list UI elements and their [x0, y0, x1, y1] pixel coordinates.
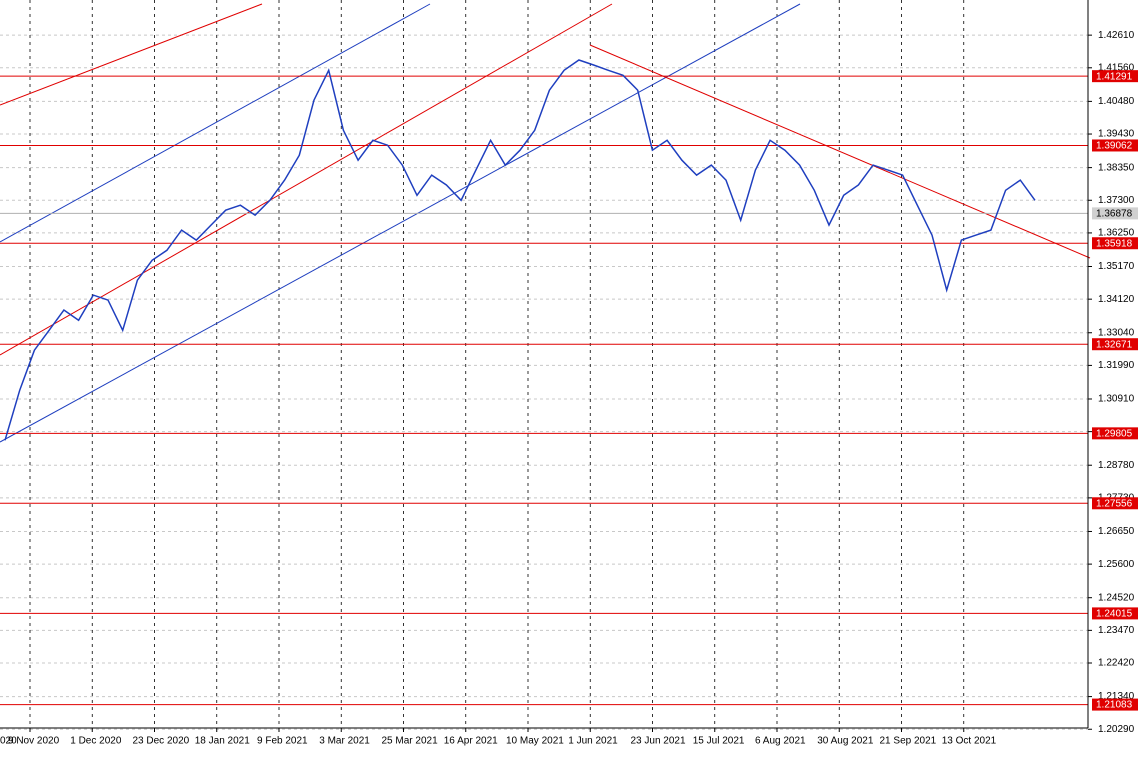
channel-line	[0, 3, 431, 243]
level-box	[1092, 698, 1138, 711]
x-tick-label: 1 Jun 2021	[568, 736, 618, 747]
y-tick-label: 1.30910	[1098, 394, 1135, 405]
axis-labels: 1.42610 1.41560 1.40480 1.39430 1.38350 1.373…	[0, 30, 1138, 747]
y-tick-label: 1.33040	[1098, 327, 1135, 338]
y-tick-label: 1.22420	[1098, 658, 1135, 669]
channel-lines	[0, 3, 1091, 443]
x-tick-label: 1 Dec 2020	[70, 736, 122, 747]
level-box	[1092, 338, 1138, 351]
x-tick-label: 6 Aug 2021	[755, 736, 806, 747]
series	[4, 59, 1036, 441]
level-box	[1092, 237, 1138, 250]
y-tick-label: 1.23470	[1098, 625, 1135, 636]
channel-line	[0, 3, 263, 106]
x-tick-label: 25 Mar 2021	[382, 736, 439, 747]
x-tick-label: 21 Sep 2021	[880, 736, 937, 747]
level-label: 1.35918	[1096, 238, 1133, 249]
level-label: 1.29805	[1096, 428, 1133, 439]
y-tick-label: 1.25600	[1098, 559, 1135, 570]
current-price-box	[1092, 207, 1138, 220]
channel-line	[0, 3, 801, 443]
y-tick-label: 1.40480	[1098, 96, 1135, 107]
y-tick-label: 1.34120	[1098, 294, 1135, 305]
x-tick-label: 15 Jul 2021	[693, 736, 745, 747]
y-tick-label: 1.24520	[1098, 592, 1135, 603]
x-tick-label: 9 Nov 2020	[8, 736, 60, 747]
x-tick-label: 9 Feb 2021	[257, 736, 308, 747]
level-box	[1092, 427, 1138, 440]
x-tick-label: 16 Apr 2021	[444, 736, 498, 747]
y-tick-label: 1.42610	[1098, 30, 1135, 41]
grid	[0, 0, 1088, 730]
level-label: 1.24015	[1096, 609, 1133, 620]
x-tick-label: 30 Aug 2021	[817, 736, 874, 747]
y-tick-label: 1.28780	[1098, 460, 1135, 471]
levels	[0, 75, 1088, 706]
channel-line	[0, 3, 613, 356]
y-tick-label: 1.21340	[1098, 691, 1135, 702]
y-tick-label: 1.26650	[1098, 526, 1135, 537]
level-box	[1092, 139, 1138, 152]
x-tick-label: 10 May 2021	[506, 736, 564, 747]
level-label: 1.39062	[1096, 141, 1133, 152]
level-label: 1.41291	[1096, 71, 1133, 82]
y-tick-label: 1.37300	[1098, 195, 1135, 206]
x-tick-label: 3 Mar 2021	[319, 736, 370, 747]
trend-line	[589, 44, 1091, 259]
level-label: 1.21083	[1096, 700, 1133, 711]
x-tick-label: 13 Oct 2021	[942, 736, 997, 747]
level-label: 1.32671	[1096, 339, 1133, 350]
price-line	[4, 59, 1036, 441]
y-tick-label: 1.31990	[1098, 360, 1135, 371]
level-box	[1092, 70, 1138, 83]
x-tick-label: 23 Dec 2020	[133, 736, 190, 747]
level-box	[1092, 607, 1138, 620]
x-tick-label: 020	[0, 736, 17, 747]
y-tick-label: 1.35170	[1098, 261, 1135, 272]
level-label: 1.27556	[1096, 498, 1133, 509]
y-tick-label: 1.38350	[1098, 162, 1135, 173]
x-tick-label: 18 Jan 2021	[195, 736, 250, 747]
y-tick-label: 1.39430	[1098, 129, 1135, 140]
current-price-label: 1.36878	[1096, 209, 1133, 220]
x-tick-label: 23 Jun 2021	[631, 736, 686, 747]
y-tick-label: 1.41560	[1098, 62, 1135, 73]
level-box	[1092, 497, 1138, 510]
y-tick-label: 1.36250	[1098, 228, 1135, 239]
y-tick-label: 1.20290	[1098, 724, 1135, 735]
